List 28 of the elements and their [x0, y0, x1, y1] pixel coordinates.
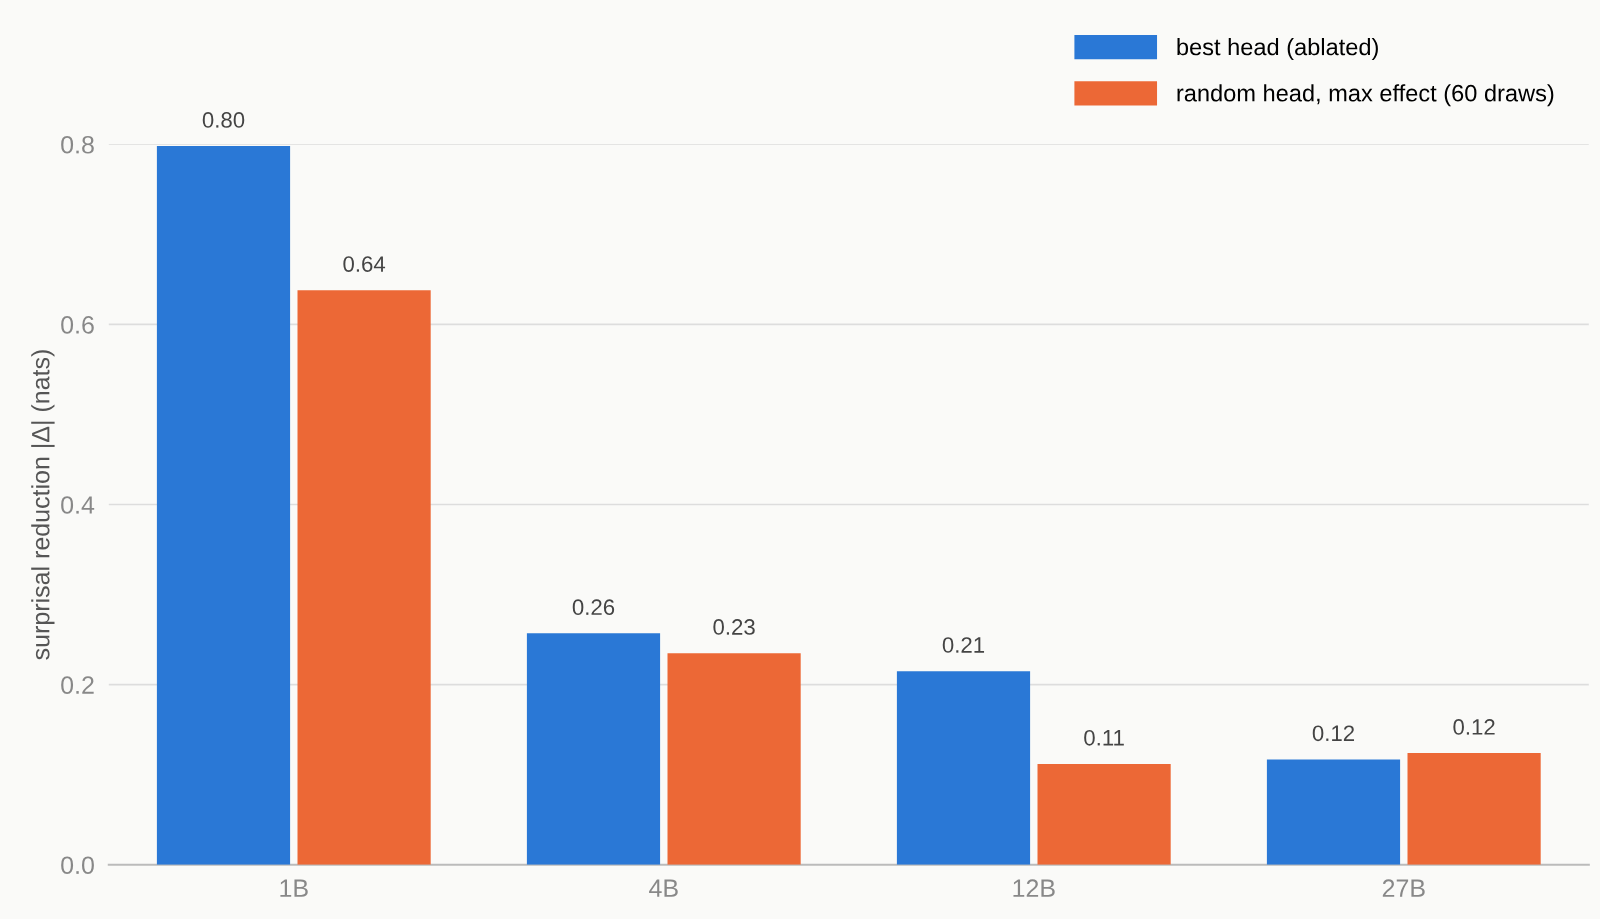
data-label: 0.26 — [572, 599, 615, 616]
data-label: 0.64 — [343, 256, 386, 272]
y-axis-title: surprisal reduction |Δ| (nats) — [31, 350, 55, 660]
bar — [1407, 753, 1541, 865]
data-label: 0.12 — [1453, 719, 1495, 735]
x-tick-label: 27B — [1382, 879, 1425, 897]
x-tick-label: 4B — [649, 879, 678, 897]
data-label: 0.23 — [713, 619, 755, 635]
legend-label: best head (ablated) — [1177, 37, 1378, 60]
y-tick-label: 0.8 — [61, 135, 94, 154]
bar — [667, 653, 801, 865]
y-tick-label: 0.4 — [61, 496, 95, 514]
y-tick-label: 0.6 — [61, 316, 94, 334]
data-label: 0.12 — [1312, 725, 1355, 742]
x-tick-label: 12B — [1013, 879, 1055, 897]
x-tick-label: 1B — [280, 879, 308, 897]
bar — [297, 290, 431, 865]
data-label: 0.80 — [202, 112, 245, 128]
y-tick-label: 0.0 — [61, 856, 94, 875]
data-label: 0.21 — [942, 637, 985, 653]
bar — [526, 633, 661, 865]
bar — [896, 671, 1031, 865]
bar — [156, 146, 291, 865]
bar — [1266, 759, 1401, 865]
y-tick-label: 0.2 — [61, 676, 94, 694]
bar — [1037, 763, 1171, 865]
data-label: 0.11 — [1084, 729, 1124, 746]
legend-label: random head, max effect (60 draws) — [1177, 84, 1554, 107]
